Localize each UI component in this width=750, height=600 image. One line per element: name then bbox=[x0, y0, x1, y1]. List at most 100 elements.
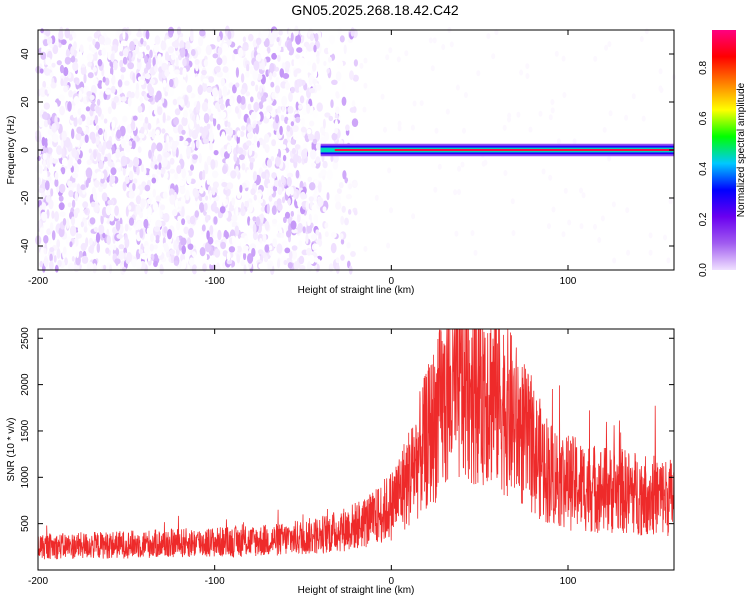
spectrogram-cell bbox=[97, 160, 104, 170]
spectrogram-cell bbox=[51, 210, 55, 219]
spectrogram-cell bbox=[173, 117, 180, 126]
spectrogram-cell bbox=[144, 55, 148, 64]
spectrogram-cell bbox=[280, 144, 287, 150]
spectrogram-cell bbox=[155, 136, 163, 143]
spectrogram-cell bbox=[236, 245, 242, 253]
spectrogram-cell bbox=[502, 124, 507, 131]
spectrogram-cell bbox=[162, 212, 170, 223]
spectrogram-x-axis-label: Height of straight line (km) bbox=[298, 285, 415, 296]
spectrogram-cell bbox=[410, 124, 415, 131]
spectrogram-cell bbox=[203, 59, 208, 67]
spectrogram-cell bbox=[178, 135, 184, 142]
spectrogram-cell bbox=[90, 201, 96, 208]
spectrogram-cell bbox=[45, 29, 51, 37]
spectrogram-cell bbox=[94, 136, 100, 146]
spectrogram-cell bbox=[242, 245, 249, 251]
spectrogram-cell bbox=[339, 35, 345, 43]
spectrogram-cell bbox=[275, 156, 281, 167]
spectrogram-cell bbox=[139, 96, 143, 103]
spectrogram-cell bbox=[525, 73, 530, 79]
spectrogram-cell bbox=[191, 264, 198, 275]
spectrogram-cell bbox=[281, 62, 286, 70]
spectrogram-cell bbox=[286, 230, 292, 238]
spectrogram-cell bbox=[286, 176, 292, 187]
spectrogram-cell bbox=[138, 249, 143, 255]
spectrogram-cell bbox=[271, 52, 277, 60]
spectrogram-cell bbox=[71, 105, 76, 111]
spectrogram-cell bbox=[69, 225, 77, 237]
spectrogram-cell bbox=[51, 62, 56, 68]
spectrogram-cell bbox=[433, 186, 438, 193]
spectrogram-cell bbox=[67, 202, 72, 208]
spectrogram-cell bbox=[125, 134, 129, 143]
spectrogram-cell bbox=[326, 68, 330, 74]
colorbar-tick-label: 0.8 bbox=[698, 61, 709, 75]
spectrogram-cell bbox=[332, 58, 338, 70]
spectrogram-cell bbox=[206, 155, 212, 166]
spectrogram-cell bbox=[209, 141, 213, 151]
spectrogram-cell bbox=[57, 259, 62, 267]
spectrogram-cell bbox=[213, 150, 219, 156]
spectrogram-cell bbox=[349, 70, 354, 81]
spectrogram-cell bbox=[306, 224, 313, 234]
spectrogram-cell bbox=[233, 153, 238, 163]
spectrogram-cell bbox=[541, 168, 546, 175]
spectrogram-cell bbox=[43, 235, 49, 244]
spectrogram-cell bbox=[228, 246, 236, 253]
spectrogram-cell bbox=[87, 36, 93, 42]
spectrogram-cell bbox=[71, 147, 77, 158]
spectrogram-cell bbox=[282, 154, 287, 162]
spectrogram-cell bbox=[344, 217, 349, 226]
spectrogram-cell bbox=[198, 36, 204, 47]
spectrogram-cell bbox=[179, 47, 186, 58]
spectrogram-cell bbox=[313, 214, 319, 224]
spectrogram-cell bbox=[160, 167, 166, 175]
spectrogram-y-tick-label: -40 bbox=[20, 238, 31, 253]
spectrogram-cell bbox=[129, 41, 135, 52]
spectrogram-cell bbox=[150, 233, 154, 243]
spectrogram-cell bbox=[235, 82, 240, 88]
spectrogram-cell bbox=[283, 216, 287, 223]
spectrogram-cell bbox=[75, 133, 82, 141]
spectrogram-cell bbox=[174, 69, 180, 75]
spectrogram-cell bbox=[305, 201, 309, 211]
spectrogram-cell bbox=[227, 182, 234, 190]
colorbar-ticks: 0.0 0.2 0.4 0.6 0.8 bbox=[698, 61, 709, 277]
spectrogram-cell bbox=[58, 202, 65, 211]
spectrogram-cell bbox=[286, 124, 291, 132]
spectrogram-cell bbox=[80, 242, 87, 252]
spectrogram-cell bbox=[331, 232, 337, 239]
spectrogram-cell bbox=[216, 123, 221, 131]
spectrogram-cell bbox=[210, 159, 216, 170]
spectrogram-cell bbox=[80, 67, 87, 76]
spectrogram-cell bbox=[132, 72, 136, 84]
spectrogram-cell bbox=[144, 116, 149, 124]
spectrogram-cell bbox=[173, 39, 179, 49]
spectrogram-cell bbox=[342, 170, 347, 180]
spectrogram-cell bbox=[316, 102, 323, 112]
spectrogram-cell bbox=[219, 103, 225, 111]
spectrogram-cell bbox=[201, 131, 207, 139]
spectrogram-cell bbox=[148, 57, 152, 65]
spectrogram-cell bbox=[185, 40, 191, 51]
spectrogram-cell bbox=[295, 169, 300, 179]
spectrogram-cell bbox=[152, 155, 157, 162]
spectrogram-cell bbox=[50, 82, 57, 89]
spectrogram-cell bbox=[231, 214, 238, 223]
spectrogram-cell bbox=[154, 212, 159, 219]
spectrogram-cell bbox=[122, 56, 128, 65]
spectrogram-cell bbox=[288, 250, 293, 260]
spectrogram-cell bbox=[56, 145, 63, 156]
spectrogram-cell bbox=[150, 161, 155, 169]
spectrogram-cell bbox=[528, 126, 533, 133]
spectrogram-cell bbox=[341, 96, 347, 107]
spectrogram-cell bbox=[63, 85, 68, 93]
spectrogram-cell bbox=[197, 84, 203, 96]
spectrogram-cell bbox=[286, 40, 293, 52]
spectrogram-cell bbox=[90, 47, 97, 53]
spectrogram-cell bbox=[231, 53, 236, 62]
spectrogram-cell bbox=[109, 214, 115, 222]
spectrogram-cell bbox=[293, 261, 299, 271]
spectrogram-cell bbox=[124, 223, 129, 232]
spectrogram-cell bbox=[100, 177, 105, 184]
